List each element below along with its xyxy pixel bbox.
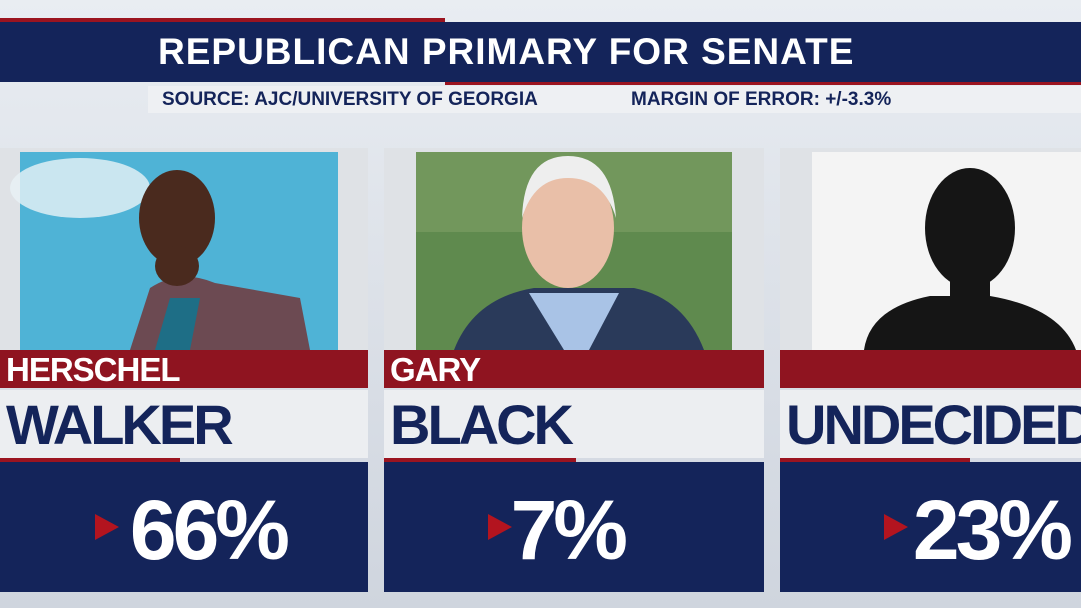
first-name: GARY [384,350,764,388]
arrow [488,514,512,540]
photo [384,148,764,350]
first-name [780,350,1081,388]
percent: 23% [912,483,1073,577]
candidate-panel: GARY BLACK 7% [384,148,764,592]
photo [0,148,368,350]
first-name: HERSCHEL [0,350,368,388]
percent: 66% [129,483,290,577]
accent-line [0,18,445,22]
last-name: UNDECIDED [780,390,1081,458]
title-banner: REPUBLICAN PRIMARY FOR SENATE [0,22,1081,82]
candidate-panel: HERSCHEL WALKER 66% [0,148,368,592]
subheader: SOURCE: AJC/UNIVERSITY OF GEORGIA MARGIN… [148,86,1081,113]
photo [780,148,1081,350]
result-box: 23% [780,462,1081,592]
arrow [884,514,908,540]
accent-line [445,82,1081,85]
last-name: WALKER [0,390,368,458]
result-box: 7% [384,462,764,592]
accent-line [780,458,970,462]
accent-line [0,458,180,462]
candidate-panel: UNDECIDED 23% [780,148,1081,592]
source: SOURCE: AJC/UNIVERSITY OF GEORGIA [162,89,538,110]
arrow [95,514,119,540]
photo-image [10,152,338,350]
percent: 7% [510,483,628,577]
photo-image [812,152,1081,350]
title: REPUBLICAN PRIMARY FOR SENATE [158,31,855,72]
result-box: 66% [0,462,368,592]
accent-line [384,458,576,462]
photo-image [416,152,732,350]
last-name: BLACK [384,390,764,458]
margin-of-error: MARGIN OF ERROR: +/-3.3% [631,89,892,110]
